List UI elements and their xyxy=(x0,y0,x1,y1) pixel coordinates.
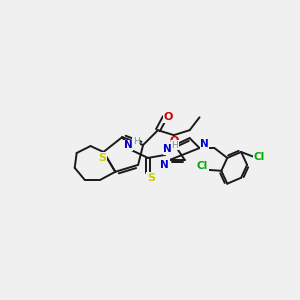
Text: H: H xyxy=(171,140,178,149)
Text: Cl: Cl xyxy=(254,152,265,162)
Text: N: N xyxy=(124,140,133,150)
Text: N: N xyxy=(160,160,169,170)
Text: Cl: Cl xyxy=(197,161,208,171)
Text: H: H xyxy=(133,136,140,146)
Text: N: N xyxy=(200,139,209,149)
Text: O: O xyxy=(163,112,172,122)
Text: S: S xyxy=(147,173,155,183)
Text: S: S xyxy=(98,153,106,163)
Text: N: N xyxy=(164,144,172,154)
Text: O: O xyxy=(169,136,178,146)
